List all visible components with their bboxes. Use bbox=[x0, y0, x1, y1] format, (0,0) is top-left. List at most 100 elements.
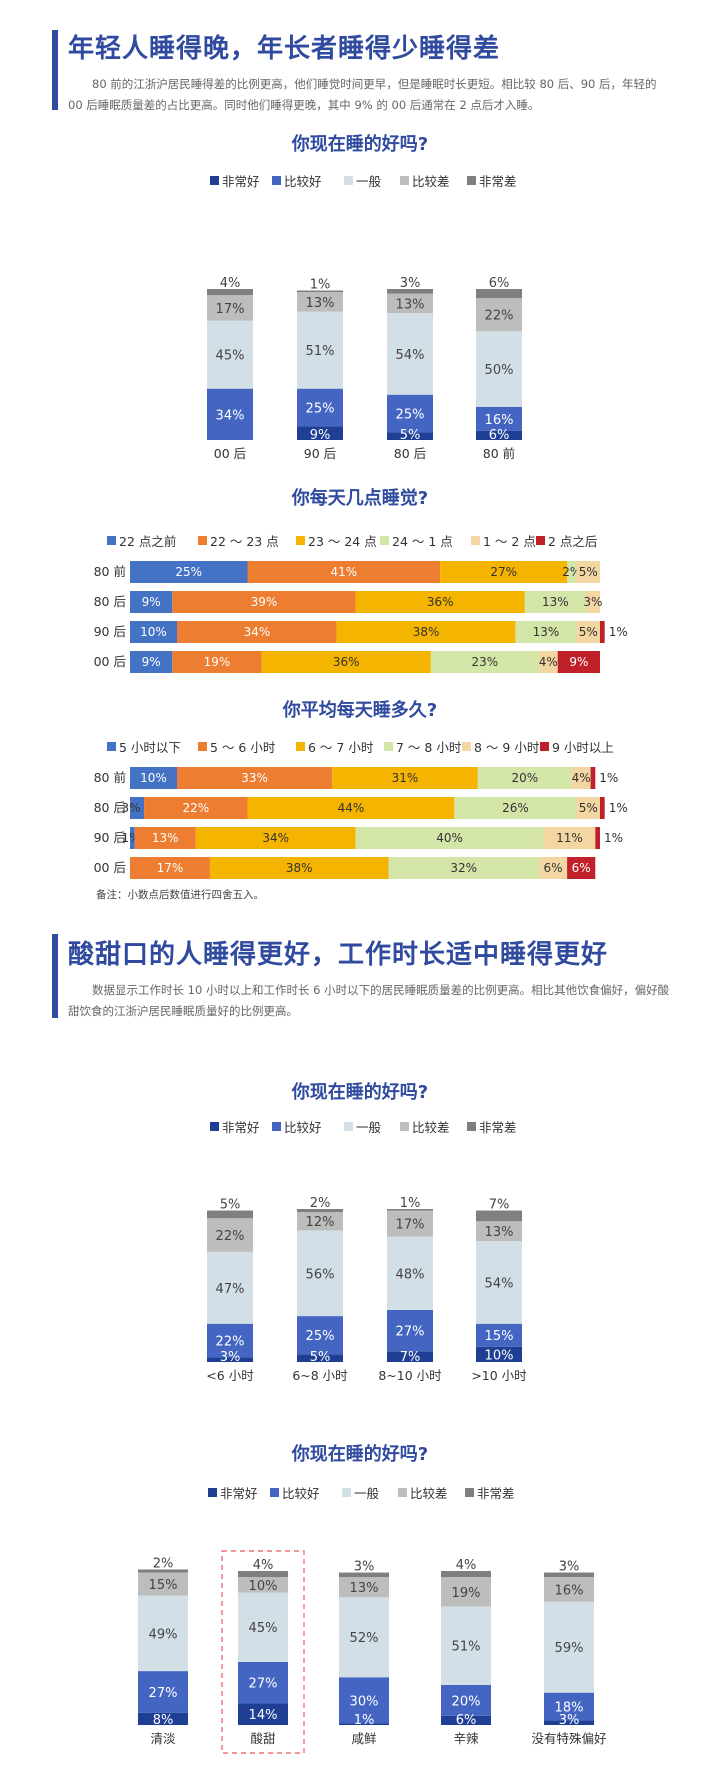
bar-segment-item-4-s2 bbox=[544, 1601, 594, 1693]
data-label: 5% bbox=[579, 565, 598, 579]
legend-label: 比较差 bbox=[412, 1120, 450, 1135]
legend-swatch bbox=[471, 536, 480, 545]
legend-label: 5 ～ 6 小时 bbox=[210, 740, 276, 755]
data-label: 1% bbox=[609, 625, 628, 639]
data-label: 1% bbox=[599, 771, 618, 785]
category-label-item-4: 没有特殊偏好 bbox=[531, 1731, 606, 1746]
data-label: 51% bbox=[452, 1640, 481, 1655]
legend-item-7-8-3: 7 ～ 8 小时 bbox=[384, 740, 462, 755]
data-label: 3% bbox=[559, 1713, 580, 1728]
bar-segment-00-3-s2 bbox=[209, 857, 389, 879]
section-1-title: 年轻人睡得晚，年长者睡得少睡得差 bbox=[68, 34, 501, 64]
category-label-80-1: 80 后 bbox=[94, 594, 126, 609]
bar-segment-90-2-s0 bbox=[130, 621, 177, 643]
data-label: 45% bbox=[216, 349, 245, 364]
bar-segment-item-0-s1 bbox=[138, 1671, 188, 1713]
data-label: 5% bbox=[310, 1350, 331, 1365]
bar-segment-90-1-s3 bbox=[297, 292, 343, 312]
bar-segment-80-1-s4 bbox=[585, 591, 600, 613]
bar-segment-90-2-s3 bbox=[355, 827, 544, 849]
category-label-00-0: 00 后 bbox=[214, 446, 246, 461]
bar-segment-80-0-s0 bbox=[130, 767, 177, 789]
bar-segment-item-0-s4 bbox=[138, 1569, 188, 1573]
bar-segment-80-0-s4 bbox=[571, 767, 591, 789]
legend-label: 非常好 bbox=[220, 1486, 258, 1501]
data-label: 6% bbox=[543, 861, 562, 875]
data-label: 10% bbox=[485, 1348, 514, 1363]
data-label: 36% bbox=[333, 655, 360, 669]
data-label: 9% bbox=[142, 595, 161, 609]
bar-segment-item-2-s1 bbox=[339, 1677, 389, 1724]
bar-segment-80-2-s3 bbox=[387, 293, 433, 314]
data-label: 3% bbox=[583, 595, 602, 609]
legend-item-item-2: 一般 bbox=[344, 1120, 382, 1135]
legend-label: 比较差 bbox=[410, 1486, 448, 1501]
bar-segment-10-3-s0 bbox=[476, 1346, 522, 1362]
data-label: 4% bbox=[220, 276, 241, 291]
bar-segment-90-2-s0 bbox=[130, 827, 135, 849]
bar-segment-item-4-s1 bbox=[544, 1692, 594, 1721]
data-label: 38% bbox=[286, 861, 313, 875]
bar-segment-80-2-s2 bbox=[387, 313, 433, 395]
legend-item-22-23-1: 22 ～ 23 点 bbox=[198, 534, 279, 549]
legend-swatch bbox=[210, 1122, 219, 1131]
data-label: 1% bbox=[354, 1713, 375, 1728]
data-label: 48% bbox=[396, 1267, 425, 1282]
legend-label: 非常差 bbox=[479, 174, 517, 189]
data-label: 6% bbox=[489, 428, 510, 443]
legend-swatch bbox=[272, 176, 281, 185]
category-label-item-3: 辛辣 bbox=[453, 1731, 479, 1746]
bar-segment-00-3-s3 bbox=[430, 651, 539, 673]
category-label-80-3: 80 前 bbox=[483, 446, 515, 461]
bar-segment-90-1-s4 bbox=[297, 290, 343, 293]
bar-segment-item-3-s4 bbox=[441, 1571, 491, 1578]
legend-label: 非常差 bbox=[477, 1486, 515, 1501]
bar-segment-8-10-2-s1 bbox=[387, 1309, 433, 1352]
data-label: 15% bbox=[149, 1578, 178, 1593]
data-label: 27% bbox=[490, 565, 517, 579]
bar-segment-6-0-s0 bbox=[207, 1357, 253, 1362]
legend-item-5-0: 5 小时以下 bbox=[107, 740, 181, 755]
data-label: 22% bbox=[216, 1335, 245, 1350]
data-label: 22% bbox=[485, 309, 514, 324]
data-label: 56% bbox=[306, 1267, 335, 1282]
legend-swatch bbox=[210, 176, 219, 185]
data-label: 1% bbox=[609, 801, 628, 815]
bar-segment-item-2-s2 bbox=[339, 1597, 389, 1678]
section-2-description: 数据显示工作时长 10 小时以上和工作时长 6 小时以下的居民睡眠质量差的比例更… bbox=[68, 983, 670, 1018]
bar-segment-6-8-1-s3 bbox=[297, 1212, 343, 1231]
data-label: 5% bbox=[579, 625, 598, 639]
bar-segment-80-3-s0 bbox=[476, 430, 522, 440]
data-label: 4% bbox=[253, 1558, 274, 1573]
data-label: 5% bbox=[220, 1198, 241, 1213]
legend-label: 8 ～ 9 小时 bbox=[474, 740, 540, 755]
data-label: 9% bbox=[569, 655, 588, 669]
bar-segment-80-1-s4 bbox=[576, 797, 600, 819]
legend-label: 比较差 bbox=[412, 174, 450, 189]
rounding-note: 备注：小数点后数值进行四舍五入。 bbox=[96, 888, 264, 901]
chart-title: 你现在睡的好吗? bbox=[291, 1081, 428, 1103]
bar-segment-80-1-s3 bbox=[524, 591, 586, 613]
section-2-accent-bar bbox=[52, 934, 58, 1018]
bar-segment-10-3-s3 bbox=[476, 1221, 522, 1242]
category-label-00-3: 00 后 bbox=[94, 654, 126, 669]
bar-segment-80-1-s2 bbox=[355, 591, 525, 613]
legend-label: 23 ～ 24 点 bbox=[308, 534, 377, 549]
category-label-90-2: 90 后 bbox=[94, 624, 126, 639]
bar-segment-item-4-s4 bbox=[544, 1572, 594, 1578]
data-label: 16% bbox=[485, 413, 514, 428]
legend-item-item-3: 比较差 bbox=[400, 1120, 450, 1135]
category-label-item-2: 咸鲜 bbox=[351, 1731, 376, 1746]
data-label: 25% bbox=[175, 565, 202, 579]
data-label: 3% bbox=[220, 1350, 241, 1365]
data-label: 18% bbox=[555, 1701, 584, 1716]
data-label: 44% bbox=[338, 801, 365, 815]
category-label-80-1: 80 后 bbox=[94, 800, 126, 815]
bar-segment-10-3-s4 bbox=[476, 1210, 522, 1222]
legend-item-8-9-4: 8 ～ 9 小时 bbox=[462, 740, 540, 755]
legend-swatch bbox=[467, 176, 476, 185]
bar-segment-80-2-s0 bbox=[387, 432, 433, 440]
bar-segment-item-2-s3 bbox=[339, 1577, 389, 1598]
bar-segment-90-2-s2 bbox=[336, 621, 516, 643]
